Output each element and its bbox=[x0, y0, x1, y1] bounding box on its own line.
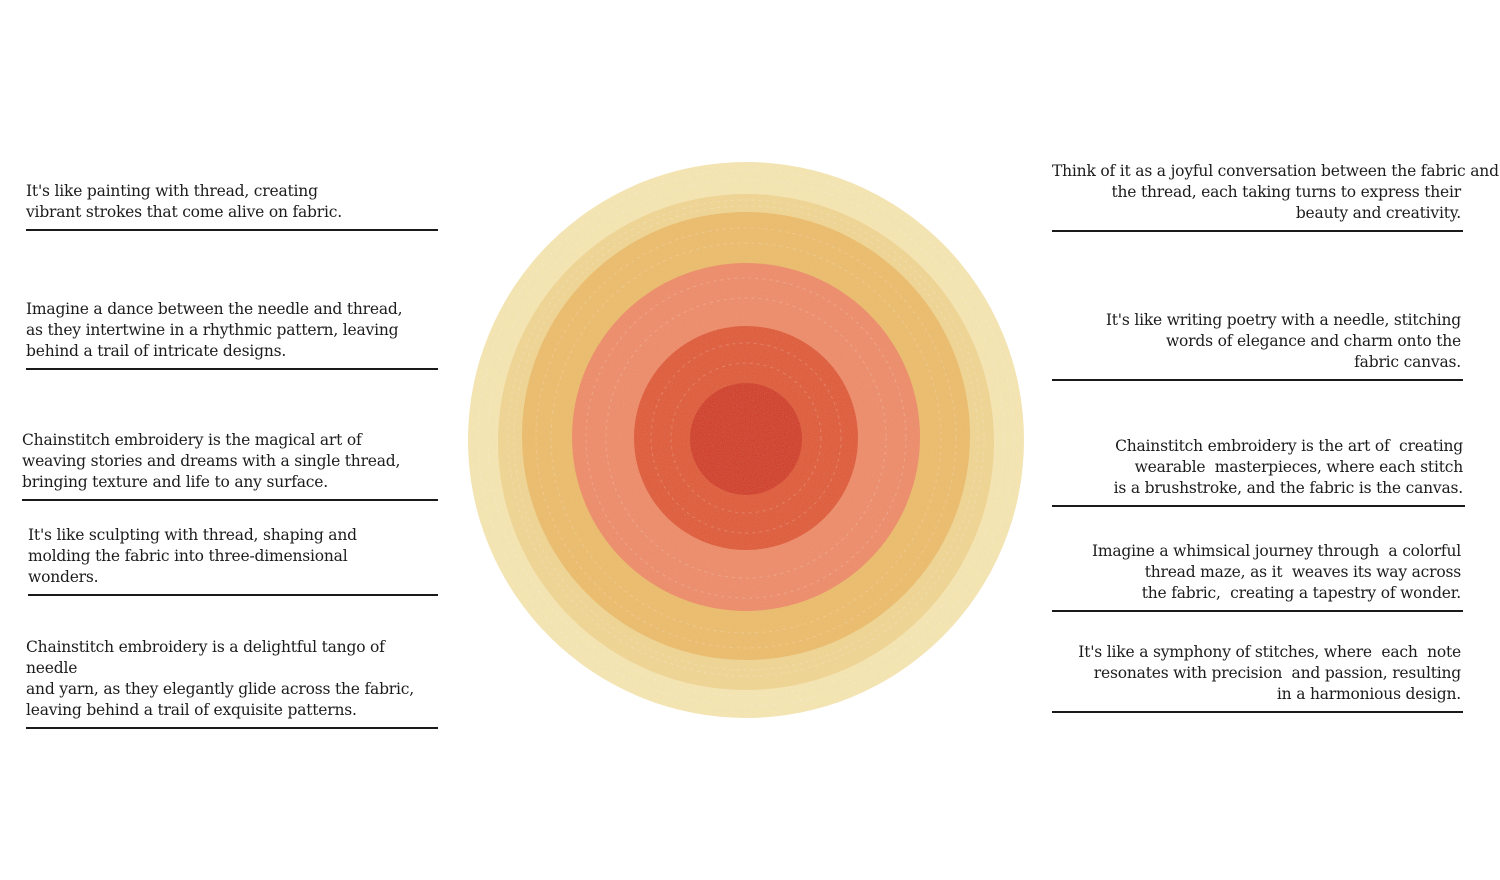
left-note-2: Imagine a dance between the needle and t… bbox=[26, 299, 438, 370]
right-note-1: Think of it as a joyful conversation bet… bbox=[1052, 161, 1499, 232]
note-line: beauty and creativity. bbox=[1295, 204, 1461, 222]
stitch-texture-ring bbox=[507, 199, 985, 677]
stitch-texture-ring bbox=[487, 179, 1005, 697]
note-line: Chainstitch embroidery is the art of cre… bbox=[1115, 437, 1463, 455]
stitch-texture-ring bbox=[585, 277, 907, 599]
stitch-texture-ring bbox=[605, 297, 887, 579]
note-line: is a brushstroke, and the fabric is the … bbox=[1113, 479, 1464, 497]
note-line: It's like a symphony of stitches, where … bbox=[1078, 643, 1461, 661]
stitch-texture-ring bbox=[650, 342, 842, 534]
red-center bbox=[690, 383, 802, 495]
note-line: the fabric, creating a tapestry of wonde… bbox=[1141, 584, 1461, 602]
note-line: wearable masterpieces, where each stitch bbox=[1134, 458, 1464, 476]
left-note-5: Chainstitch embroidery is a delightful t… bbox=[26, 637, 438, 729]
right-note-2: It's like writing poetry with a needle, … bbox=[1052, 310, 1463, 381]
note-line: fabric canvas. bbox=[1354, 353, 1461, 371]
note-line: It's like writing poetry with a needle, … bbox=[1105, 311, 1461, 329]
stitch-texture-ring bbox=[550, 242, 942, 634]
stitch-texture-ring bbox=[670, 362, 822, 514]
left-note-3: Chainstitch embroidery is the magical ar… bbox=[22, 430, 438, 501]
left-note-1: It's like painting with thread, creating… bbox=[26, 181, 438, 231]
stitch-texture-ring bbox=[513, 205, 979, 671]
stitch-texture-ring bbox=[477, 169, 1015, 707]
note-line: resonates with precision and passion, re… bbox=[1093, 664, 1461, 682]
note-line: thread maze, as it weaves its way across bbox=[1144, 563, 1462, 581]
note-line: Imagine a whimsical journey through a co… bbox=[1091, 542, 1461, 560]
right-note-3: Chainstitch embroidery is the art of cre… bbox=[1052, 436, 1465, 507]
note-line: in a harmonious design. bbox=[1276, 685, 1461, 703]
note-line: Think of it as a joyful conversation bet… bbox=[1052, 162, 1499, 180]
note-line: words of elegance and charm onto the bbox=[1165, 332, 1461, 350]
left-note-4: It's like sculpting with thread, shaping… bbox=[28, 525, 438, 596]
stitch-texture-ring bbox=[535, 227, 957, 649]
note-line: the thread, each taking turns to express… bbox=[1111, 183, 1461, 201]
right-note-5: It's like a symphony of stitches, where … bbox=[1052, 642, 1463, 713]
right-note-4: Imagine a whimsical journey through a co… bbox=[1052, 541, 1463, 612]
